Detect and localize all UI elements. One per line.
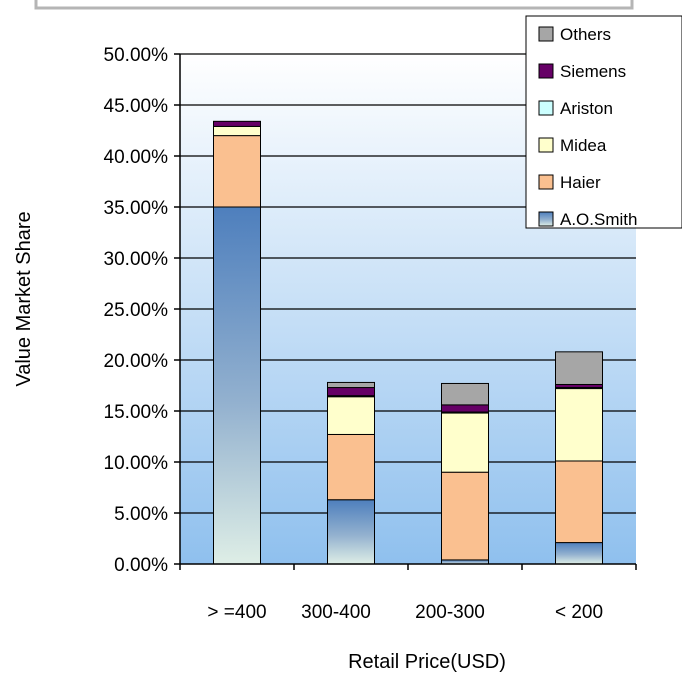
bar-segment — [555, 351, 603, 385]
axes — [174, 53, 637, 570]
legend-swatch — [538, 26, 554, 42]
bar-segment — [441, 471, 489, 561]
x-tick-label: 200-300 — [415, 602, 485, 623]
legend-swatch — [538, 211, 554, 227]
legend-swatch — [538, 174, 554, 190]
bar-segment — [555, 542, 603, 565]
y-tick-label: 40.00% — [104, 147, 169, 168]
x-tick-labels: > =400 300-400 200-300 < 200 — [207, 602, 603, 623]
legend: Others Siemens Ariston Midea Haier A.O.Smith — [525, 15, 682, 229]
legend-box — [525, 15, 682, 229]
legend-label: Others — [560, 25, 611, 44]
bar-segment — [327, 396, 375, 435]
y-axis-title: Value Market Share — [13, 211, 35, 386]
legend-label: Haier — [560, 173, 601, 192]
y-tick-label: 5.00% — [114, 504, 168, 525]
bar-segment — [327, 387, 375, 397]
bar-segment — [213, 135, 261, 208]
y-tick-label: 35.00% — [104, 198, 169, 219]
frame-line — [34, 0, 634, 10]
bar-segment — [555, 460, 603, 544]
legend-swatch — [538, 63, 554, 79]
x-tick-label: > =400 — [207, 602, 266, 623]
y-tick-label: 20.00% — [104, 351, 169, 372]
y-tick-label: 50.00% — [104, 45, 169, 66]
y-tick-label: 30.00% — [104, 249, 169, 270]
bar-segment — [441, 412, 489, 473]
y-tick-label: 45.00% — [104, 96, 169, 117]
y-tick-labels: 0.00% 5.00% 10.00% 15.00% 20.00% 25.00% 30.00%… — [104, 45, 169, 576]
bar-segment — [327, 381, 375, 389]
bar-segment — [441, 404, 489, 413]
bar-segment — [327, 499, 375, 565]
bar-segment — [555, 388, 603, 462]
y-tick-label: 25.00% — [104, 300, 169, 321]
y-tick-label: 15.00% — [104, 402, 169, 423]
bars — [213, 120, 603, 565]
y-tick-label: 0.00% — [114, 555, 168, 576]
bar-segment — [213, 120, 261, 127]
bar-segment — [213, 125, 261, 137]
legend-label: Ariston — [560, 99, 613, 118]
bar-segment — [327, 433, 375, 501]
x-tick-label: 300-400 — [301, 602, 371, 623]
legend-label: A.O.Smith — [560, 210, 637, 229]
bar-segment — [213, 206, 261, 565]
x-tick-label: < 200 — [555, 602, 603, 623]
legend-label: Siemens — [560, 62, 626, 81]
legend-label: Midea — [560, 136, 607, 155]
y-tick-label: 10.00% — [104, 453, 169, 474]
bar-segment — [441, 382, 489, 406]
x-axis-title: Retail Price(USD) — [348, 651, 506, 673]
legend-swatch — [538, 100, 554, 116]
legend-swatch — [538, 137, 554, 153]
